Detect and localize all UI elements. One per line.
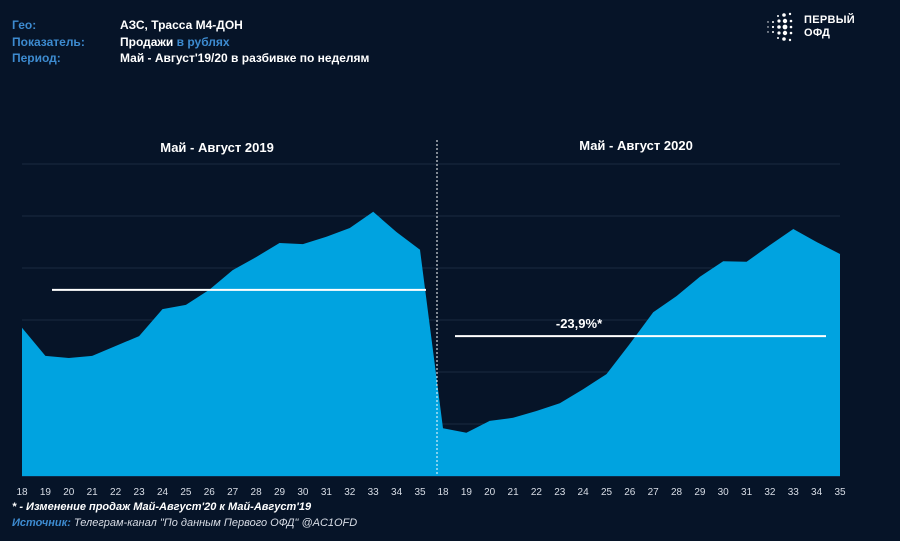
meta-value-text: АЗС, Трасса М4-ДОН xyxy=(120,18,243,32)
source-label: Источник: xyxy=(12,517,71,529)
x-tick-label: 35 xyxy=(834,487,846,498)
meta-key: Гео: xyxy=(12,18,37,32)
x-tick-label: 26 xyxy=(624,487,636,498)
x-tick-label: 35 xyxy=(414,487,426,498)
x-tick-label: 23 xyxy=(134,487,146,498)
meta-value: Продажи в рублях xyxy=(120,35,230,52)
panel-title: Май - Август 2019 xyxy=(160,140,274,155)
x-tick-label: 30 xyxy=(297,487,309,498)
meta-key: Период: xyxy=(12,51,61,65)
sales-area xyxy=(22,211,840,477)
meta-row-metric: Показатель: Продажи в рублях xyxy=(12,35,369,52)
x-tick-label: 30 xyxy=(718,487,730,498)
x-tick-label: 28 xyxy=(251,487,263,498)
x-tick-label: 25 xyxy=(601,487,613,498)
meta-value-text: Продажи xyxy=(120,34,177,49)
x-tick-label: 25 xyxy=(180,487,192,498)
meta-row-geo: Гео: АЗС, Трасса М4-ДОН xyxy=(12,18,369,35)
logo-text: ПЕРВЫЙ ОФД xyxy=(804,14,855,40)
x-tick-label: 23 xyxy=(554,487,566,498)
x-tick-label: 27 xyxy=(648,487,660,498)
x-tick-label: 24 xyxy=(578,487,590,498)
x-tick-label: 29 xyxy=(694,487,706,498)
x-tick-label: 18 xyxy=(437,487,449,498)
x-tick-label: 28 xyxy=(671,487,683,498)
meta-value: Май - Август'19/20 в разбивке по неделям xyxy=(120,51,369,68)
meta-value-text: Май - Август'19/20 в разбивке по неделям xyxy=(120,51,370,65)
x-tick-label: 19 xyxy=(461,487,473,498)
logo-line2: ОФД xyxy=(804,27,831,39)
meta-value: АЗС, Трасса М4-ДОН xyxy=(120,18,243,35)
area-chart: Май - Август 2019 18 19 20 21 22 23 24 25 26 27 28 2… xyxy=(16,138,846,498)
x-tick-label: 21 xyxy=(87,487,99,498)
x-tick-label: 26 xyxy=(204,487,216,498)
x-tick-label: 31 xyxy=(321,487,333,498)
x-tick-label: 33 xyxy=(788,487,800,498)
x-tick-label: 20 xyxy=(63,487,75,498)
x-tick-label: 34 xyxy=(811,487,823,498)
chart-meta: Гео: АЗС, Трасса М4-ДОН Показатель: Прод… xyxy=(12,18,369,68)
x-tick-label: 31 xyxy=(741,487,753,498)
meta-row-period: Период: Май - Август'19/20 в разбивке по… xyxy=(12,51,369,68)
x-tick-label: 22 xyxy=(531,487,543,498)
x-tick-label: 33 xyxy=(368,487,380,498)
x-tick-label: 32 xyxy=(344,487,356,498)
logo-line1: ПЕРВЫЙ xyxy=(804,14,855,26)
x-tick-label: 19 xyxy=(40,487,52,498)
dots-logo-icon xyxy=(767,12,793,42)
x-tick-label: 21 xyxy=(508,487,520,498)
x-tick-label: 32 xyxy=(764,487,776,498)
x-tick-label: 18 xyxy=(16,487,28,498)
meta-key: Показатель: xyxy=(12,34,85,49)
panel-title: Май - Август 2020 xyxy=(579,138,693,153)
source-line: Источник: Телеграм-канал "По данным Перв… xyxy=(12,517,357,529)
x-tick-label: 20 xyxy=(484,487,496,498)
source-text: Телеграм-канал "По данным Первого ОФД" @… xyxy=(70,517,358,529)
x-tick-label: 27 xyxy=(227,487,239,498)
x-tick-label: 24 xyxy=(157,487,169,498)
x-tick-label: 34 xyxy=(391,487,403,498)
footnote: * - Изменение продаж Май-Август'20 к Май… xyxy=(12,501,312,513)
brand-logo: ПЕРВЫЙ ОФД xyxy=(764,10,855,44)
x-tick-label: 29 xyxy=(274,487,286,498)
x-tick-label: 22 xyxy=(110,487,122,498)
meta-value-highlight: в рублях xyxy=(176,34,230,49)
change-annotation: -23,9%* xyxy=(556,316,603,331)
